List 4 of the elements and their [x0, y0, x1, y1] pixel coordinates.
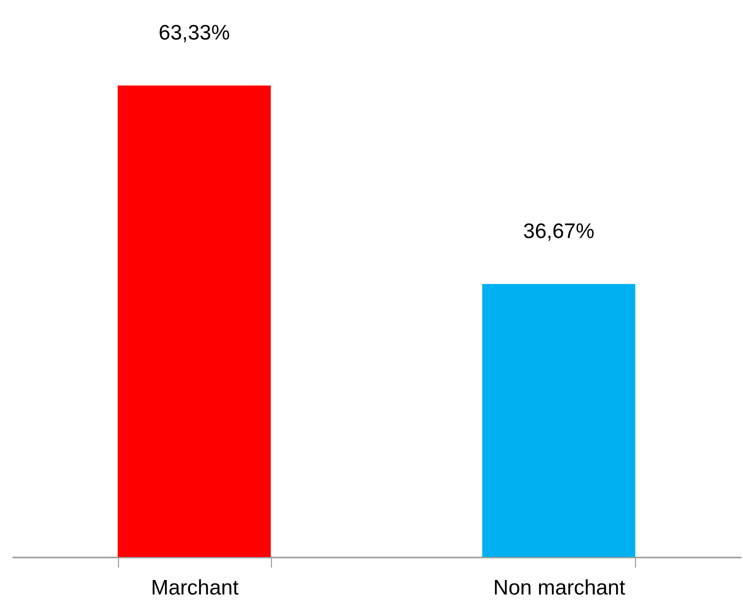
- x-tick-label: Non marchant: [493, 576, 626, 600]
- x-tick-label: Marchant: [150, 576, 239, 600]
- data-label: 36,67%: [523, 220, 594, 243]
- data-label: 63,33%: [158, 21, 230, 44]
